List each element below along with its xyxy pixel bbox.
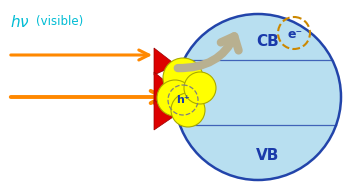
Polygon shape <box>154 72 176 105</box>
FancyArrowPatch shape <box>178 36 239 68</box>
Text: VB: VB <box>256 147 280 163</box>
Text: $h\nu$: $h\nu$ <box>10 14 30 30</box>
Text: CB: CB <box>257 35 279 50</box>
Text: h⁺: h⁺ <box>176 95 190 105</box>
Text: e⁻: e⁻ <box>288 28 303 40</box>
Circle shape <box>184 72 216 104</box>
Circle shape <box>175 14 341 180</box>
Text: (visible): (visible) <box>36 15 83 29</box>
Polygon shape <box>154 48 176 75</box>
Circle shape <box>157 80 193 116</box>
Circle shape <box>163 58 203 98</box>
Polygon shape <box>154 100 176 130</box>
Circle shape <box>171 93 205 127</box>
